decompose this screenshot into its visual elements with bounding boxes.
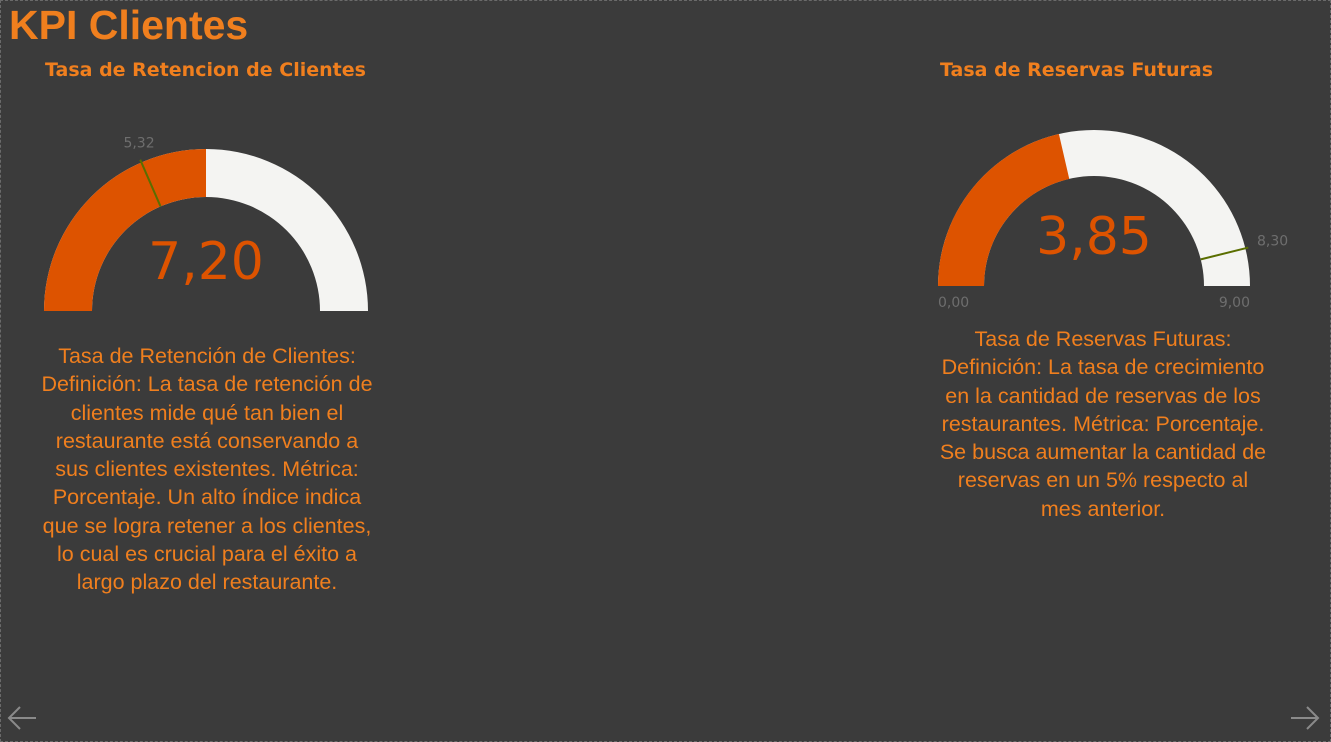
gauge-title-retention: Tasa de Retencion de Clientes	[45, 59, 366, 81]
arrow-right-icon[interactable]	[1285, 700, 1325, 740]
gauge-value-arc-reservations	[938, 133, 1070, 286]
page-title: KPI Clientes	[9, 2, 249, 48]
gauge-max-label-reservations: 9,00	[1219, 295, 1250, 311]
gauge-target-label-reservations: 8,30	[1257, 233, 1288, 249]
gauge-reservations[interactable]: 8,30 3,85 0,00 9,00	[925, 115, 1305, 315]
arrow-left-icon[interactable]	[2, 700, 42, 740]
gauge-title-reservations: Tasa de Reservas Futuras	[940, 59, 1214, 81]
description-retention: Tasa de Retención de Clientes: Definició…	[41, 344, 373, 595]
gauge-min-label-reservations: 0,00	[938, 295, 969, 311]
description-reservations: Tasa de Reservas Futuras: Definición: La…	[939, 327, 1267, 521]
gauge-target-label-retention: 5,32	[123, 135, 154, 151]
gauge-retention[interactable]: 5,32 7,20	[30, 130, 390, 320]
gauge-value-label-retention: 7,20	[148, 232, 264, 292]
gauge-value-arc-retention	[44, 149, 206, 311]
gauge-target-line-retention	[139, 159, 162, 207]
gauge-value-label-reservations: 3,85	[1036, 207, 1152, 267]
gauge-target-line-reservations	[1200, 246, 1249, 261]
